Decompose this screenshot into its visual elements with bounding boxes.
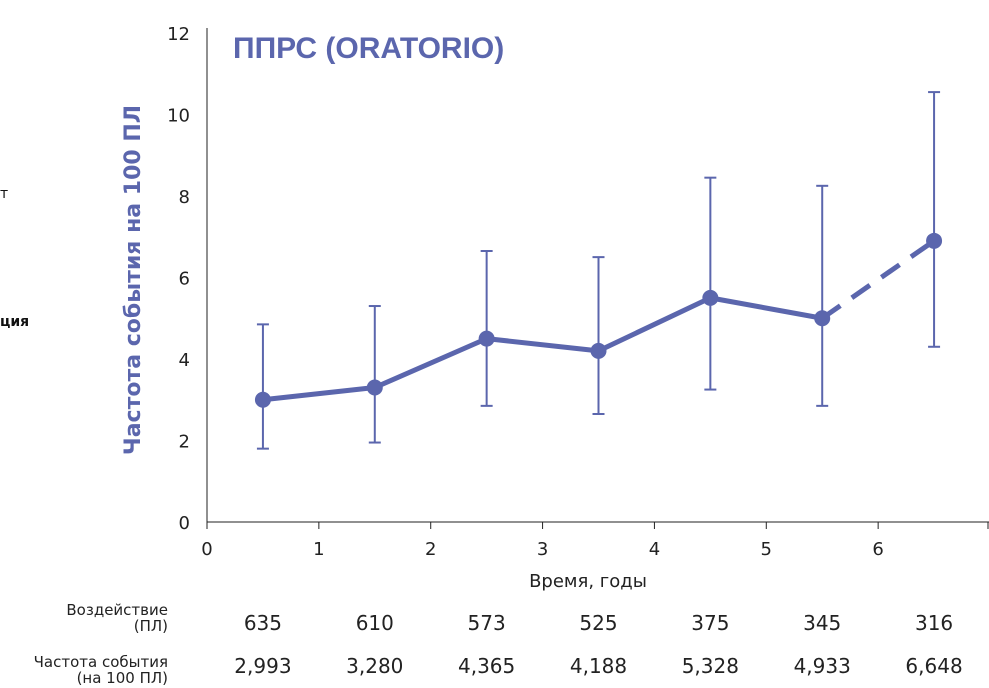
data-point [478, 330, 495, 347]
error-bars [256, 91, 941, 450]
data-point [814, 310, 831, 327]
y-tick-label: 8 [179, 187, 190, 208]
exposure-value: 573 [467, 611, 506, 635]
exposure-label: Воздействие (ПЛ) [0, 602, 168, 634]
y-tick-label: 6 [179, 269, 190, 290]
data-point [366, 379, 383, 396]
x-tick-marks [206, 522, 989, 529]
rate-value: 4,933 [793, 654, 851, 678]
exposure-value: 525 [579, 611, 618, 635]
exposure-value: 610 [355, 611, 394, 635]
exposure-value: 375 [691, 611, 730, 635]
y-tick-label: 4 [179, 350, 190, 371]
rate-label-line1: Частота события [33, 653, 168, 671]
y-tick-label: 0 [179, 513, 190, 534]
exposure-value: 316 [914, 611, 954, 635]
data-point [590, 342, 607, 359]
x-tick-label: 0 [201, 539, 212, 560]
series-lines [262, 238, 936, 403]
data-point [926, 232, 943, 249]
y-tick-labels: 0 2 4 6 8 10 12 [167, 24, 190, 534]
exposure-label-line2: (ПЛ) [133, 617, 168, 635]
exposure-value: 635 [243, 611, 283, 635]
y-axis-label: Частота события на 100 ПЛ [121, 105, 146, 455]
x-tick-label: 6 [872, 539, 883, 560]
data-point [702, 289, 719, 306]
x-tick-labels: 0 1 2 3 4 5 6 [201, 539, 884, 560]
y-tick-label: 12 [167, 24, 190, 45]
series-line-dashed [820, 238, 936, 321]
x-tick-label: 3 [537, 539, 548, 560]
rate-label: Частота события (на 100 ПЛ) [0, 654, 168, 686]
rate-value: 4,365 [458, 654, 516, 678]
data-points [254, 232, 943, 408]
rate-value: 5,328 [681, 654, 739, 678]
exposure-value: 345 [803, 611, 842, 635]
clipped-text-2: ция [0, 314, 30, 330]
x-tick-label: 2 [425, 539, 436, 560]
x-tick-label: 5 [761, 539, 772, 560]
x-axis-label: Время, годы [529, 571, 647, 592]
chart-title: ППРС (ORATORIO) [233, 32, 504, 65]
rate-value: 4,188 [569, 654, 628, 678]
x-tick-label: 4 [649, 539, 660, 560]
clipped-text-1: т [0, 186, 9, 202]
exposure-label-line1: Воздействие [66, 601, 168, 619]
data-point [254, 391, 271, 408]
y-tick-label: 10 [167, 106, 190, 127]
rate-label-line2: (на 100 ПЛ) [76, 669, 168, 687]
x-tick-label: 1 [313, 539, 324, 560]
rate-value: 2,993 [234, 654, 292, 678]
rate-value: 3,280 [346, 654, 404, 678]
y-tick-label: 2 [179, 432, 190, 453]
series-line [262, 295, 823, 403]
rate-value: 6,648 [905, 654, 963, 678]
